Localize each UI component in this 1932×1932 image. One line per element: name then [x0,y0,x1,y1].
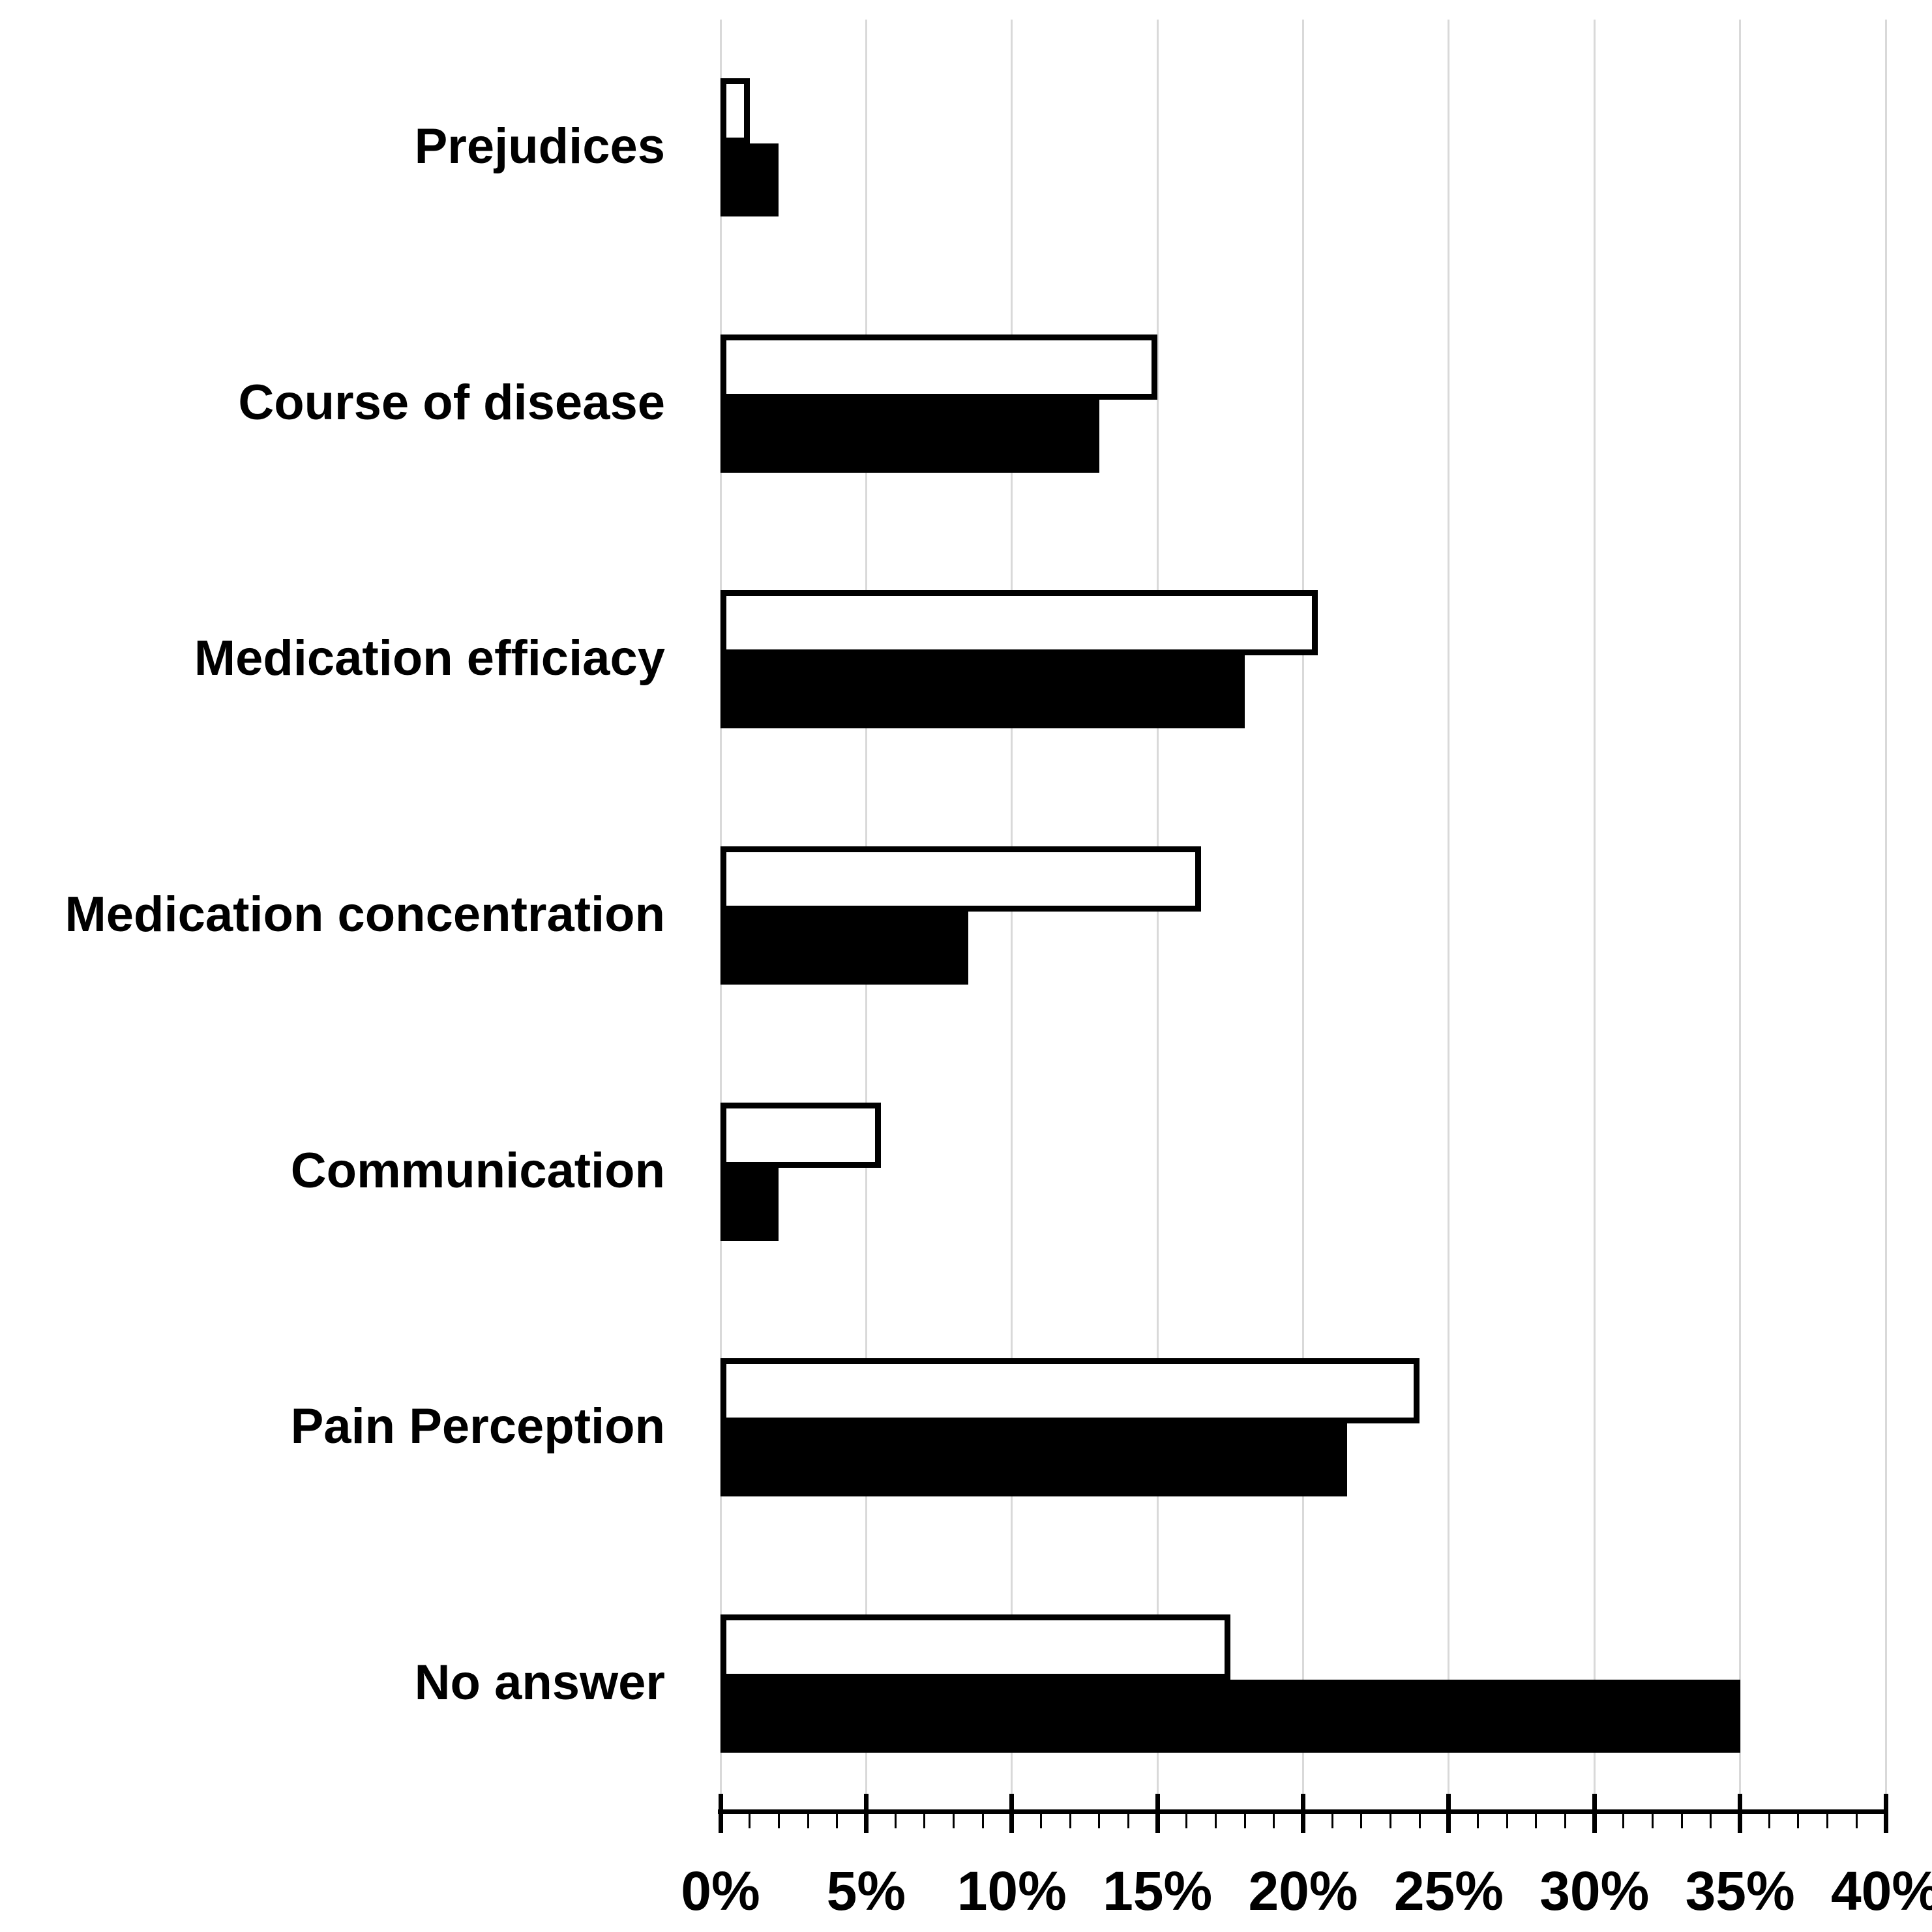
bar-pain-perception-white-outlined-bar [721,1358,1420,1424]
bar-medication-concentration-black-solid-bar [721,912,968,985]
bar-prejudices-white-outlined-bar [721,78,750,144]
category-label-communication: Communication [290,1142,665,1198]
category-label-prejudices: Prejudices [414,119,665,175]
category-label-medication-concentration: Medication concentration [65,886,665,942]
bar-course-of-disease-white-outlined-bar [721,334,1158,400]
x-tick-label-35pct: 35% [1685,1860,1795,1922]
gridline-10pct [1011,20,1013,1811]
bar-medication-efficiacy-white-outlined-bar [721,590,1318,656]
major-tick-30pct [1592,1794,1597,1833]
bar-communication-white-outlined-bar [721,1102,881,1168]
minor-tick-13pct [1098,1811,1101,1828]
minor-tick-24pct [1418,1811,1421,1828]
minor-tick-21pct [1331,1811,1333,1828]
minor-tick-1pct [749,1811,751,1828]
major-tick-35pct [1738,1794,1743,1833]
major-tick-20pct [1301,1794,1305,1833]
bar-communication-black-solid-bar [721,1167,779,1241]
minor-tick-32pct [1652,1811,1654,1828]
minor-tick-2pct [777,1811,780,1828]
minor-tick-6pct [894,1811,897,1828]
bar-no-answer-black-solid-bar [721,1679,1740,1753]
major-tick-10pct [1009,1794,1015,1833]
gridline-20pct [1302,20,1304,1811]
x-tick-label-10pct: 10% [957,1860,1067,1922]
minor-tick-22pct [1360,1811,1363,1828]
minor-tick-19pct [1273,1811,1275,1828]
bar-medication-efficiacy-black-solid-bar [721,655,1245,729]
x-tick-label-30pct: 30% [1539,1860,1650,1922]
minor-tick-17pct [1214,1811,1217,1828]
minor-tick-28pct [1535,1811,1538,1828]
minor-tick-37pct [1797,1811,1800,1828]
minor-tick-36pct [1768,1811,1770,1828]
minor-tick-38pct [1826,1811,1829,1828]
minor-tick-8pct [952,1811,955,1828]
minor-tick-34pct [1710,1811,1712,1828]
major-tick-40pct [1883,1794,1888,1833]
x-tick-label-15pct: 15% [1103,1860,1213,1922]
bar-pain-perception-black-solid-bar [721,1423,1347,1497]
minor-tick-12pct [1069,1811,1071,1828]
minor-tick-9pct [981,1811,984,1828]
major-tick-5pct [863,1794,869,1833]
major-tick-25pct [1446,1794,1451,1833]
minor-tick-4pct [836,1811,839,1828]
minor-tick-31pct [1622,1811,1625,1828]
bar-no-answer-white-outlined-bar [721,1614,1230,1680]
gridline-40pct [1884,20,1887,1811]
minor-tick-29pct [1564,1811,1567,1828]
minor-tick-3pct [807,1811,809,1828]
minor-tick-23pct [1390,1811,1392,1828]
category-label-medication-efficiacy: Medication efficiacy [194,631,665,687]
gridline-25pct [1448,20,1450,1811]
x-tick-label-0pct: 0% [681,1860,760,1922]
minor-tick-7pct [923,1811,926,1828]
x-tick-label-5pct: 5% [826,1860,906,1922]
minor-tick-16pct [1185,1811,1188,1828]
minor-tick-11pct [1039,1811,1042,1828]
bar-prejudices-black-solid-bar [721,143,779,217]
minor-tick-18pct [1243,1811,1246,1828]
x-tick-label-25pct: 25% [1393,1860,1504,1922]
x-tick-label-40pct: 40% [1830,1860,1932,1922]
major-tick-0pct [718,1794,723,1833]
category-label-no-answer: No answer [414,1654,665,1710]
gridline-35pct [1739,20,1742,1811]
gridline-30pct [1593,20,1596,1811]
minor-tick-14pct [1127,1811,1129,1828]
bar-course-of-disease-black-solid-bar [721,399,1099,473]
category-label-course-of-disease: Course of disease [238,374,665,430]
category-label-pain-perception: Pain Perception [290,1398,665,1454]
x-tick-label-20pct: 20% [1248,1860,1358,1922]
minor-tick-27pct [1506,1811,1508,1828]
major-tick-15pct [1155,1794,1160,1833]
bar-medication-concentration-white-outlined-bar [721,846,1202,912]
minor-tick-26pct [1477,1811,1479,1828]
minor-tick-39pct [1855,1811,1858,1828]
gridline-15pct [1156,20,1159,1811]
minor-tick-33pct [1680,1811,1683,1828]
